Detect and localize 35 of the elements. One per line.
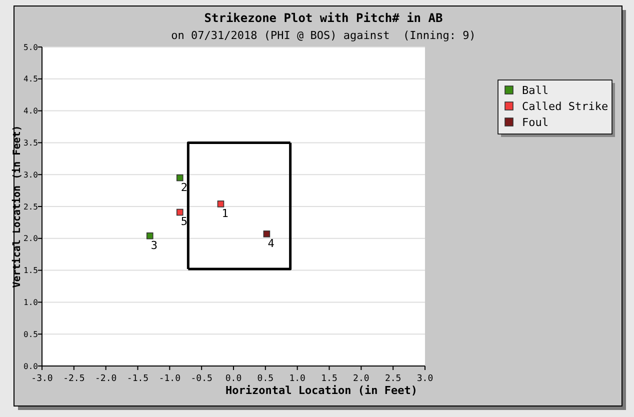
annotation: 2: [180, 180, 188, 194]
x-tick-label: -0.5: [190, 374, 212, 384]
x-tick-label: 0.5: [257, 374, 274, 384]
annotation: 1: [222, 206, 228, 220]
x-tick-label: -3.0: [31, 374, 53, 384]
y-tick-label: 1.5: [24, 266, 38, 276]
annotation: 4: [268, 236, 275, 250]
x-axis-title: Horizontal Location (in Feet): [225, 384, 418, 397]
y-tick-label: 0.5: [24, 330, 38, 339]
y-tick-label: 2.5: [24, 202, 38, 212]
y-tick-label: 3.5: [24, 138, 38, 148]
legend-label: Ball: [522, 84, 548, 97]
x-tick-label: 0.0: [225, 374, 242, 384]
chart-title: Strikezone Plot with Pitch# in AB: [204, 11, 443, 25]
y-tick-label: 1.0: [24, 298, 38, 307]
x-tick-label: 2.5: [384, 374, 402, 384]
y-tick-label: 0.0: [24, 362, 38, 371]
y-tick-label: 4.0: [24, 106, 38, 116]
y-tick-label: 4.5: [24, 74, 38, 84]
y-tick-label: 5.0: [24, 42, 38, 52]
x-tick-label: -1.0: [158, 374, 181, 384]
x-tick-label: 1.5: [321, 374, 338, 384]
y-tick-label: 3.0: [24, 170, 38, 180]
x-tick-label: -2.0: [94, 374, 117, 384]
annotation: 3: [150, 238, 158, 252]
chart-subtitle: on 07/31/2018 (PHI @ BOS) against (Inning: 9): [171, 29, 476, 42]
y-tick-label: 2.0: [24, 234, 38, 244]
annotation: 5: [180, 215, 188, 228]
x-tick-label: -2.5: [63, 374, 85, 384]
x-tick-label: 1.0: [289, 374, 306, 384]
x-tick-label: 3.0: [416, 374, 434, 384]
x-tick-label: -1.5: [126, 374, 149, 384]
x-tick-label: 2.0: [353, 374, 370, 384]
legend-label: Called Strike: [522, 100, 608, 113]
legend-label: Foul: [522, 116, 548, 129]
